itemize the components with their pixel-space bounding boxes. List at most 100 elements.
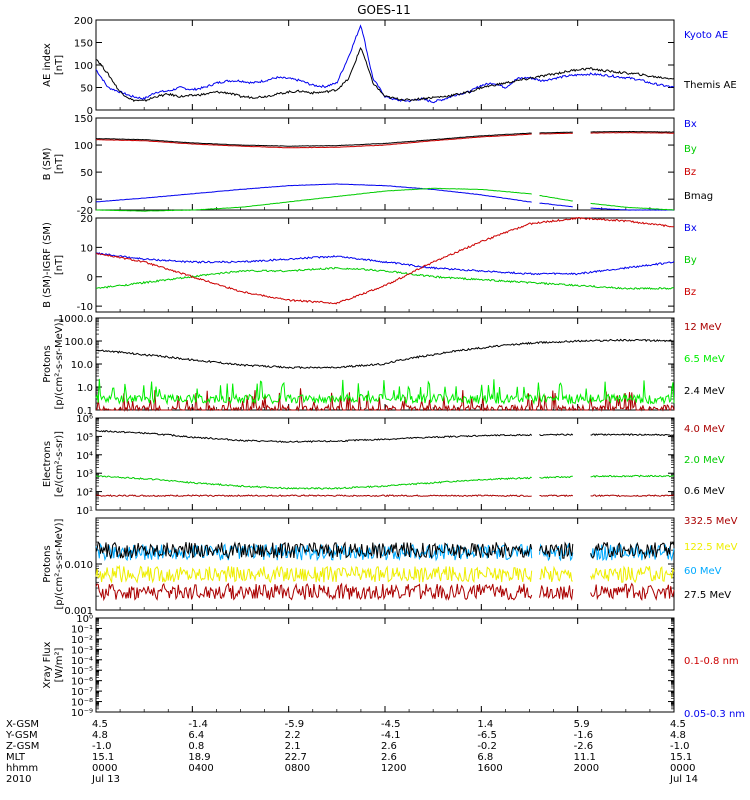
axis-value: -1.0 bbox=[670, 741, 690, 752]
axis-value: -1.0 bbox=[92, 741, 112, 752]
y-axis-label: [W/m²] bbox=[54, 647, 65, 682]
series-line bbox=[95, 494, 532, 498]
series-line bbox=[95, 183, 532, 203]
y-axis-label: [nT] bbox=[54, 55, 65, 75]
y-tick-label: 0.1 bbox=[77, 406, 93, 417]
y-tick-label: 50 bbox=[80, 84, 93, 95]
series-line bbox=[539, 541, 574, 559]
axis-value: -4.1 bbox=[381, 730, 401, 741]
y-axis-label: [nT] bbox=[54, 154, 65, 174]
y-tick-label: 10⁻⁴ bbox=[71, 656, 93, 667]
axis-value: 22.7 bbox=[285, 752, 307, 763]
legend-bz: Bz bbox=[684, 287, 696, 298]
axis-value: 1600 bbox=[477, 763, 502, 774]
panel-protons_high: 0.001 0.010 Protons [p/(cm²-s-sr-MeV)] 332.5… bbox=[42, 516, 738, 617]
axis-value: -4.5 bbox=[381, 719, 401, 730]
axis-row-label: MLT bbox=[6, 752, 26, 763]
axis-value: -2.6 bbox=[574, 741, 594, 752]
y-axis-label: Electrons bbox=[42, 441, 53, 487]
series-line bbox=[590, 541, 675, 560]
axis-value: -6.5 bbox=[477, 730, 497, 741]
legend-bx: Bx bbox=[684, 223, 697, 234]
axis-value: 4.5 bbox=[670, 719, 686, 730]
axis-value: 2.2 bbox=[285, 730, 301, 741]
axis-value: Jul 14 bbox=[669, 774, 698, 785]
y-tick-label: 10⁻⁸ bbox=[71, 698, 93, 709]
series-line bbox=[539, 433, 574, 437]
legend-27-5-mev: 27.5 MeV bbox=[684, 590, 731, 601]
axis-value: 2.6 bbox=[381, 741, 397, 752]
legend-60-mev: 60 MeV bbox=[684, 566, 722, 577]
axis-value: 4.5 bbox=[92, 719, 108, 730]
axis-value: 1200 bbox=[381, 763, 406, 774]
y-tick-label: 10³ bbox=[76, 469, 93, 480]
series-line bbox=[95, 542, 533, 562]
axis-value: 6.8 bbox=[477, 752, 493, 763]
y-tick-label: 200 bbox=[74, 16, 93, 27]
series-line bbox=[95, 429, 533, 443]
y-tick-label: 10⁻⁶ bbox=[71, 677, 93, 688]
y-tick-label: 10 bbox=[80, 243, 93, 254]
axis-value: Jul 13 bbox=[91, 774, 120, 785]
legend-332-5-mev: 332.5 MeV bbox=[684, 516, 738, 527]
y-tick-label: 10⁰ bbox=[76, 614, 93, 625]
legend-bx: Bx bbox=[684, 119, 697, 130]
series-line bbox=[539, 585, 574, 601]
axis-value: 6.4 bbox=[188, 730, 204, 741]
axis-row-label: 2010 bbox=[6, 774, 31, 785]
axis-value: 0400 bbox=[188, 763, 213, 774]
axis-row-label: Z-GSM bbox=[6, 741, 39, 752]
x-axis-table: X-GSMY-GSMZ-GSMMLThhmm20104.54.8-1.015.1… bbox=[5, 719, 698, 785]
series-line bbox=[590, 202, 675, 211]
y-tick-label: 1.0 bbox=[77, 383, 93, 394]
series-line bbox=[539, 202, 573, 208]
axis-value: 0.8 bbox=[188, 741, 204, 752]
y-tick-label: 1000.0 bbox=[58, 314, 93, 325]
y-tick-label: 10⁻⁵ bbox=[71, 666, 93, 677]
axis-value: 1.4 bbox=[477, 719, 493, 730]
y-tick-label: 10² bbox=[76, 488, 93, 499]
axis-value: 2000 bbox=[574, 763, 599, 774]
y-tick-label: 10⁻⁷ bbox=[71, 687, 93, 698]
panel-protons_low: 0.1 1.0 10.0 100.0 1000.0 Protons [p/(cm²-s-sr… bbox=[42, 314, 725, 417]
axis-value: -1.6 bbox=[574, 730, 594, 741]
y-axis-label: Protons bbox=[42, 545, 53, 582]
y-tick-label: 10⁻⁹ bbox=[71, 708, 93, 719]
axis-value: -5.9 bbox=[285, 719, 305, 730]
series-line bbox=[95, 338, 675, 370]
series-line bbox=[590, 474, 675, 479]
legend-bz: Bz bbox=[684, 167, 696, 178]
y-tick-label: 0.001 bbox=[64, 606, 93, 617]
axis-value: 4.8 bbox=[670, 730, 686, 741]
y-tick-label: 10.0 bbox=[71, 360, 93, 371]
axis-value: 18.9 bbox=[188, 752, 210, 763]
series-line bbox=[539, 542, 574, 562]
axis-value: 15.1 bbox=[670, 752, 692, 763]
axis-value: 11.1 bbox=[574, 752, 596, 763]
axis-value: 0800 bbox=[285, 763, 310, 774]
series-line bbox=[95, 24, 674, 104]
y-tick-label: 0 bbox=[87, 195, 93, 206]
y-tick-label: 0.010 bbox=[64, 560, 93, 571]
series-line bbox=[590, 582, 675, 601]
y-tick-label: 10⁵ bbox=[76, 432, 93, 443]
y-tick-label: 50 bbox=[80, 168, 93, 179]
axis-value: -0.2 bbox=[477, 741, 497, 752]
y-tick-label: 100 bbox=[74, 141, 93, 152]
axis-row-label: X-GSM bbox=[6, 719, 39, 730]
legend-by: By bbox=[684, 144, 697, 155]
axis-row-label: hhmm bbox=[6, 763, 38, 774]
panel-frame bbox=[95, 117, 675, 211]
legend-0-6-mev: 0.6 MeV bbox=[684, 486, 725, 497]
legend-2-4-mev: 2.4 MeV bbox=[684, 386, 725, 397]
series-line bbox=[539, 475, 573, 479]
series-line bbox=[590, 207, 674, 211]
plot-title: GOES-11 bbox=[357, 3, 411, 17]
series-line bbox=[95, 564, 533, 584]
axis-value: -1.4 bbox=[188, 719, 208, 730]
legend-12-mev: 12 MeV bbox=[684, 322, 722, 333]
y-tick-label: 10⁻¹ bbox=[71, 624, 93, 635]
y-tick-label: -20 bbox=[77, 206, 93, 217]
y-tick-label: 150 bbox=[74, 114, 93, 125]
